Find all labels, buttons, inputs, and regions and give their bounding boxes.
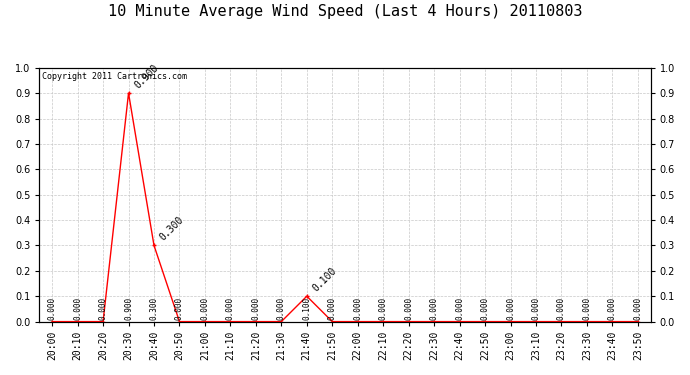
Text: 0.000: 0.000 — [531, 297, 540, 320]
Text: 0.000: 0.000 — [608, 297, 617, 320]
Text: 0.000: 0.000 — [200, 297, 210, 320]
Text: 0.300: 0.300 — [150, 297, 159, 320]
Text: 0.000: 0.000 — [353, 297, 362, 320]
Text: 0.000: 0.000 — [328, 297, 337, 320]
Text: 10 Minute Average Wind Speed (Last 4 Hours) 20110803: 10 Minute Average Wind Speed (Last 4 Hou… — [108, 4, 582, 19]
Text: 0.000: 0.000 — [99, 297, 108, 320]
Text: 0.000: 0.000 — [73, 297, 82, 320]
Text: 0.100: 0.100 — [310, 266, 339, 294]
Text: 0.900: 0.900 — [132, 63, 160, 91]
Text: 0.000: 0.000 — [455, 297, 464, 320]
Text: 0.300: 0.300 — [158, 215, 186, 243]
Text: 0.000: 0.000 — [506, 297, 515, 320]
Text: 0.000: 0.000 — [175, 297, 184, 320]
Text: 0.000: 0.000 — [480, 297, 490, 320]
Text: 0.000: 0.000 — [557, 297, 566, 320]
Text: 0.900: 0.900 — [124, 297, 133, 320]
Text: Copyright 2011 Cartronics.com: Copyright 2011 Cartronics.com — [43, 72, 188, 81]
Text: 0.000: 0.000 — [430, 297, 439, 320]
Text: 0.000: 0.000 — [48, 297, 57, 320]
Text: 0.000: 0.000 — [226, 297, 235, 320]
Text: 0.000: 0.000 — [277, 297, 286, 320]
Text: 0.100: 0.100 — [302, 297, 311, 320]
Text: 0.000: 0.000 — [251, 297, 260, 320]
Text: 0.000: 0.000 — [633, 297, 642, 320]
Text: 0.000: 0.000 — [582, 297, 591, 320]
Text: 0.000: 0.000 — [404, 297, 413, 320]
Text: 0.000: 0.000 — [379, 297, 388, 320]
